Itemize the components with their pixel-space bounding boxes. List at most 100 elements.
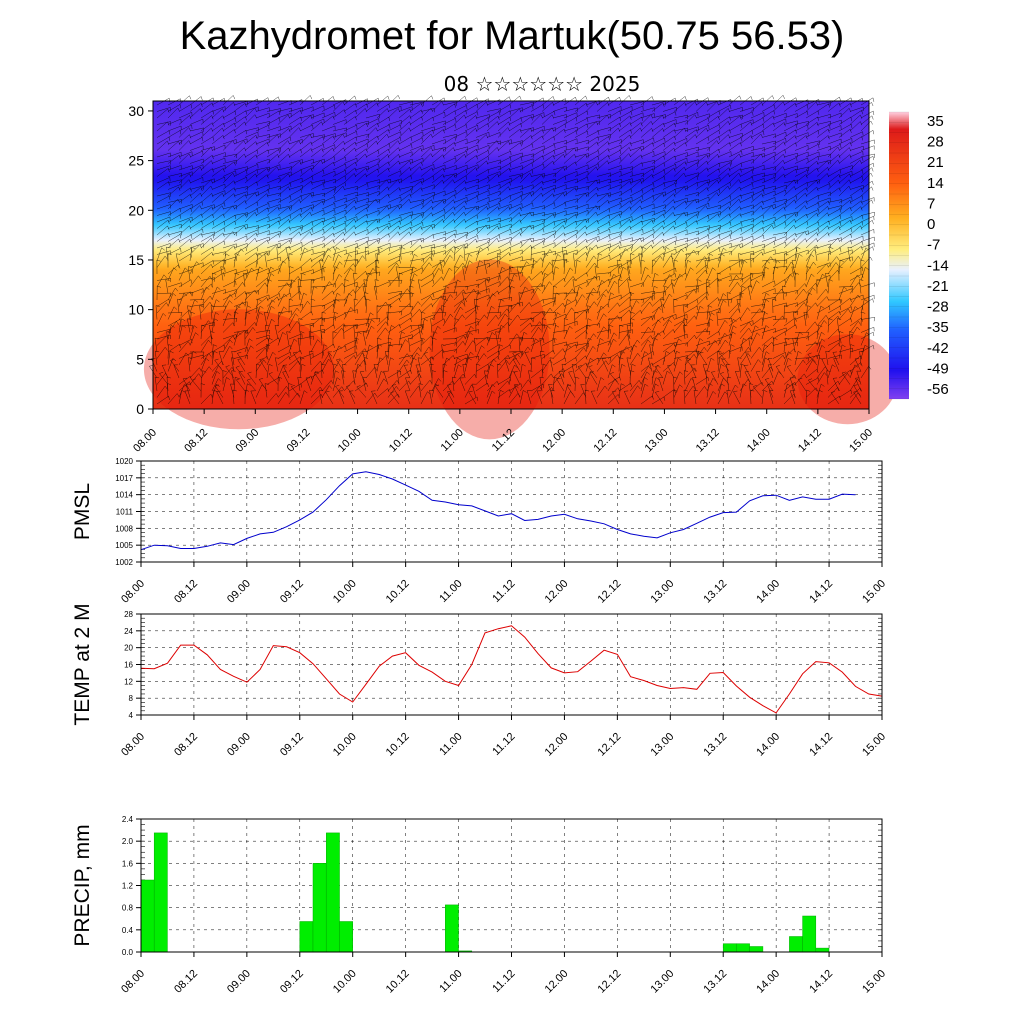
y-tick-label: 0 [136, 401, 144, 417]
x-tick-label: 09.00 [225, 731, 253, 759]
precip-bar [326, 832, 340, 953]
x-tick-label: 08.00 [119, 968, 147, 996]
precip-bar [339, 921, 353, 953]
y-tick-label: 1005 [115, 541, 133, 550]
wind-barbs [149, 95, 876, 405]
y-tick-label: 1020 [115, 457, 133, 466]
x-tick-label: 12.12 [596, 578, 624, 606]
x-tick-label: 13.12 [694, 427, 722, 455]
x-tick-label: 11.00 [437, 578, 464, 605]
chart-subtitle: 08 ☆☆☆☆☆☆ 2025 [443, 72, 641, 96]
y-tick-label: 1014 [115, 491, 133, 500]
x-tick-label: 14.12 [807, 731, 835, 759]
x-tick-label: 14.12 [807, 578, 835, 606]
y-tick-label: 16 [124, 661, 133, 670]
y-tick-label: 20 [128, 202, 144, 218]
x-tick-label: 09.00 [225, 968, 253, 996]
x-tick-label: 12.00 [543, 578, 571, 606]
x-tick-label: 09.12 [285, 427, 313, 455]
y-tick-label: 1.2 [122, 882, 134, 891]
y-tick-label: 24 [124, 627, 133, 636]
y-tick-label: 1011 [116, 508, 134, 517]
y-axis-label: PMSL [71, 483, 94, 540]
y-tick-label: 15 [128, 252, 144, 268]
precip-bar [153, 832, 168, 953]
x-tick-label: 12.00 [543, 731, 571, 759]
colorbar-label: -14 [927, 257, 949, 274]
colorbar-label: 7 [927, 195, 935, 212]
x-tick-label: 14.12 [807, 968, 835, 996]
y-tick-label: 25 [128, 153, 144, 169]
x-tick-label: 15.00 [860, 968, 888, 996]
colorbar-label: -56 [927, 381, 949, 398]
y-tick-label: 20 [124, 644, 133, 653]
x-tick-label: 13.00 [648, 968, 676, 996]
x-tick-label: 11.00 [437, 731, 464, 758]
precip-bar [299, 921, 314, 953]
warm-core [143, 309, 334, 430]
precip-bar [445, 904, 459, 953]
y-tick-label: 10 [128, 302, 144, 318]
y-tick-label: 1.6 [122, 859, 134, 868]
x-tick-label: 09.12 [278, 731, 306, 759]
colorbar-label: -49 [927, 360, 949, 377]
y-tick-label: 28 [124, 610, 133, 619]
colorbar-label: -35 [927, 319, 949, 336]
x-tick-label: 10.12 [387, 427, 415, 455]
y-axis-label: PRECIP, mm [71, 824, 94, 946]
colorbar-label: 35 [927, 113, 944, 130]
x-tick-label: 15.00 [860, 578, 888, 606]
precip-bar [140, 879, 155, 953]
colorbar: 35 28 21 14 7 0 -7 -14 -21 -28 -35 -42 -49 -56 [889, 111, 949, 400]
data-line [140, 625, 883, 714]
chart-title: Kazhydromet for Martuk(50.75 56.53) [179, 14, 845, 58]
x-tick-label: 13.00 [643, 427, 671, 455]
x-tick-label: 10.12 [384, 578, 412, 606]
x-tick-label: 13.00 [648, 578, 676, 606]
warm-core [797, 334, 898, 425]
x-tick-label: 14.12 [796, 427, 824, 455]
x-tick-label: 09.12 [278, 968, 306, 996]
colorbar-label: -42 [927, 340, 949, 357]
colorbar-gradient [889, 112, 909, 399]
x-tick-label: 08.00 [119, 578, 147, 606]
y-tick-label: 0.4 [122, 926, 134, 935]
colorbar-label: 14 [927, 175, 944, 192]
x-tick-label: 15.00 [860, 731, 888, 759]
x-tick-label: 11.12 [490, 731, 517, 758]
data-line [140, 471, 856, 551]
x-tick-label: 08.12 [172, 578, 200, 606]
y-tick-label: 5 [136, 351, 144, 367]
x-tick-label: 10.00 [331, 731, 359, 759]
y-tick-label: 2.0 [122, 837, 134, 846]
x-tick-label: 13.12 [701, 578, 729, 606]
x-tick-label: 10.12 [384, 731, 412, 759]
colorbar-label: 28 [927, 134, 944, 151]
x-tick-label: 12.00 [543, 968, 571, 996]
y-tick-label: 0.0 [122, 948, 134, 957]
cross-section-panel: 0 5 10 15 20 25 30 08.00 08.12 09.00 09.12 10.00 10.… [128, 95, 898, 455]
y-tick-label: 0.8 [122, 904, 134, 913]
x-tick-label: 08.12 [172, 731, 200, 759]
x-tick-label: 09.12 [278, 578, 306, 606]
x-tick-label: 08.00 [119, 731, 147, 759]
x-tick-label: 10.00 [331, 578, 359, 606]
x-tick-label: 14.00 [745, 427, 773, 455]
x-tick-label: 11.00 [437, 968, 464, 995]
y-tick-label: 1008 [115, 524, 133, 533]
colorbar-label: -28 [927, 299, 949, 316]
colorbar-label: -21 [927, 278, 949, 295]
y-tick-label: 8 [129, 694, 134, 703]
temperature-panel: 4 8 12 16 20 24 28 08.00 08.12 09.00 09.12 10.00 10.… [71, 603, 888, 758]
y-tick-label: 12 [124, 677, 133, 686]
colorbar-label: 21 [927, 154, 944, 171]
x-tick-label: 15.00 [847, 427, 875, 455]
x-tick-label: 09.00 [225, 578, 253, 606]
x-tick-label: 11.12 [490, 968, 517, 995]
colorbar-label: -7 [927, 237, 940, 254]
x-tick-label: 14.00 [754, 968, 782, 996]
warm-core [429, 259, 550, 440]
y-tick-label: 4 [129, 711, 134, 720]
x-tick-label: 10.00 [331, 968, 359, 996]
